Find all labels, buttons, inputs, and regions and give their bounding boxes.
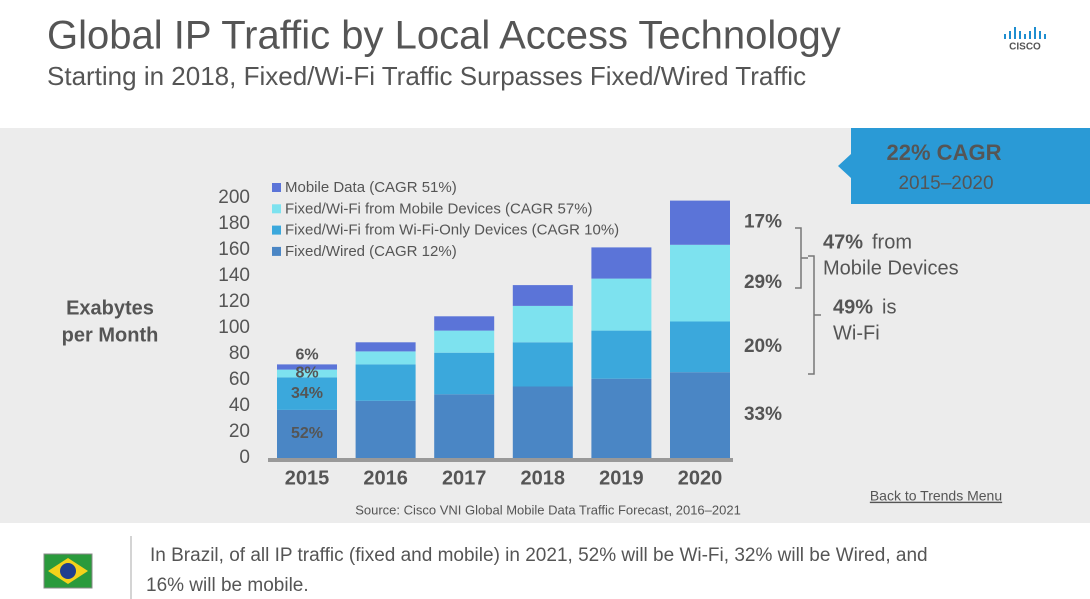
legend-label: Fixed/Wi-Fi from Wi-Fi-Only Devices (CAG… bbox=[285, 222, 619, 239]
cagr-title: 22% CAGR bbox=[887, 140, 1002, 165]
bar-segment bbox=[434, 394, 495, 458]
share-label: 20% bbox=[744, 336, 782, 357]
logo-text: CISCO bbox=[1009, 42, 1041, 53]
bar-segment bbox=[591, 247, 652, 279]
footer-text: 16% will be mobile. bbox=[146, 575, 309, 596]
bar-segment bbox=[512, 285, 573, 306]
bar-segment bbox=[434, 316, 495, 331]
legend-swatch bbox=[272, 225, 281, 235]
callout-value: 49% bbox=[833, 296, 873, 318]
x-tick-label: 2018 bbox=[521, 467, 566, 489]
bar-segment bbox=[355, 400, 416, 458]
x-tick-label: 2015 bbox=[285, 467, 330, 489]
bar-segment bbox=[355, 351, 416, 365]
subtitle: Starting in 2018, Fixed/Wi-Fi Traffic Su… bbox=[47, 61, 806, 91]
source: Source: Cisco VNI Global Mobile Data Tra… bbox=[355, 502, 741, 517]
title: Global IP Traffic by Local Access Techno… bbox=[47, 14, 841, 58]
bar-segment bbox=[277, 364, 337, 370]
bar-segment bbox=[512, 305, 573, 343]
y-tick-label: 160 bbox=[218, 239, 250, 260]
x-tick-label: 2020 bbox=[678, 467, 723, 489]
y-tick-label: 60 bbox=[229, 369, 250, 390]
y-tick-label: 0 bbox=[239, 447, 250, 468]
bar-segment bbox=[591, 278, 652, 331]
bar-segment bbox=[355, 364, 416, 401]
bracket bbox=[795, 227, 808, 289]
footer-text: In Brazil, of all IP traffic (fixed and … bbox=[150, 545, 928, 566]
y-tick-label: 20 bbox=[229, 421, 250, 442]
share-label: 33% bbox=[744, 404, 782, 425]
callout-text: from bbox=[872, 231, 912, 253]
bar-segment bbox=[277, 377, 337, 410]
bar-segment bbox=[670, 372, 730, 458]
back-link[interactable]: Back to Trends Menu bbox=[870, 488, 1002, 504]
legend-label: Fixed/Wired (CAGR 12%) bbox=[285, 243, 457, 260]
x-tick-label: 2019 bbox=[599, 467, 644, 489]
cagr-period: 2015–2020 bbox=[898, 173, 993, 194]
bar-segment bbox=[355, 342, 416, 352]
y-axis-label: Exabytes bbox=[66, 297, 154, 319]
share-label: 8% bbox=[295, 365, 318, 382]
bar-segment bbox=[277, 409, 337, 458]
bar-segment bbox=[670, 244, 730, 322]
share-label: 17% bbox=[744, 212, 782, 233]
y-tick-label: 100 bbox=[218, 317, 250, 338]
bar-segment bbox=[670, 200, 730, 245]
legend-swatch bbox=[272, 183, 281, 192]
y-tick-label: 180 bbox=[218, 213, 250, 234]
y-tick-label: 140 bbox=[218, 265, 250, 286]
legend-label: Fixed/Wi-Fi from Mobile Devices (CAGR 57… bbox=[285, 200, 593, 217]
bar-segment bbox=[670, 321, 730, 373]
legend-label: Mobile Data (CAGR 51%) bbox=[285, 179, 457, 196]
bar-segment bbox=[277, 369, 337, 378]
x-tick-label: 2017 bbox=[442, 467, 487, 489]
y-axis-label: per Month bbox=[62, 324, 159, 346]
bracket bbox=[808, 255, 821, 375]
share-label: 34% bbox=[291, 385, 323, 402]
callout-value: 47% bbox=[823, 231, 863, 253]
y-tick-label: 80 bbox=[229, 343, 250, 364]
bar-segment bbox=[512, 342, 573, 387]
logo bbox=[1004, 27, 1046, 39]
legend-swatch bbox=[272, 204, 281, 214]
y-tick-label: 200 bbox=[218, 187, 250, 208]
bar-segment bbox=[591, 378, 652, 458]
share-label: 52% bbox=[291, 425, 323, 442]
share-label: 6% bbox=[295, 347, 318, 364]
x-tick-label: 2016 bbox=[363, 467, 408, 489]
share-label: 29% bbox=[744, 272, 782, 293]
bar-segment bbox=[512, 386, 573, 458]
legend-swatch bbox=[272, 246, 281, 256]
callout-text: Mobile Devices bbox=[823, 257, 959, 279]
bar-segment bbox=[434, 352, 495, 395]
y-tick-label: 40 bbox=[229, 395, 250, 416]
bar-segment bbox=[434, 330, 495, 353]
callout-text: is bbox=[882, 296, 896, 318]
flag-icon bbox=[43, 553, 93, 589]
cagr-box bbox=[838, 128, 1090, 204]
y-tick-label: 120 bbox=[218, 291, 250, 312]
bar-segment bbox=[591, 330, 652, 379]
callout-text: Wi-Fi bbox=[833, 322, 880, 344]
